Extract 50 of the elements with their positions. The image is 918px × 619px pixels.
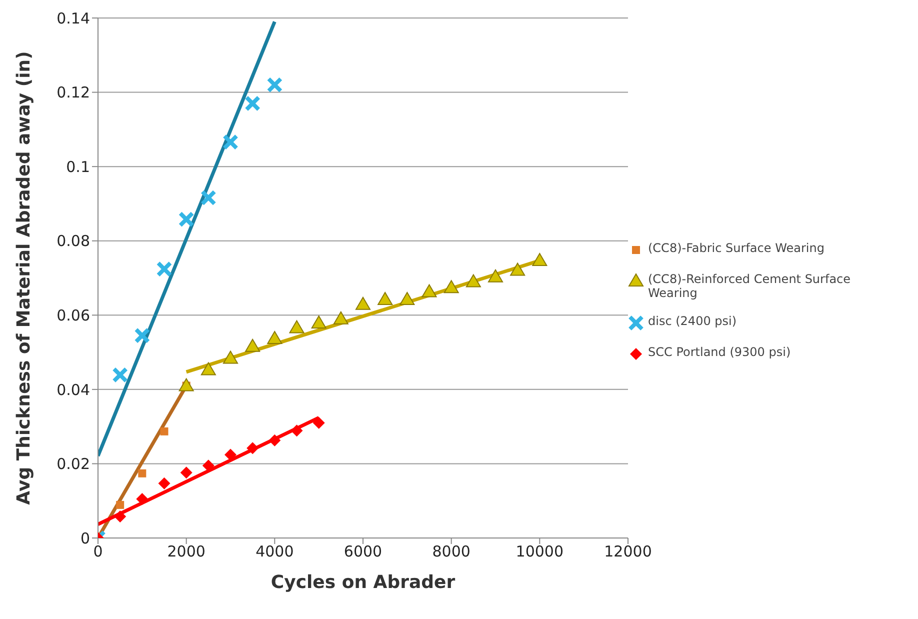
point [223,350,238,364]
point [444,280,459,294]
y-tick-label: 0.08 [56,232,90,250]
legend-label: disc (2400 psi) [648,314,737,330]
point [178,378,194,392]
y-tick-label: 0.1 [66,158,90,176]
point [138,469,146,478]
point [268,434,281,446]
y-tick-label: 0.02 [56,455,90,474]
x-axis-title: Cycles on Abrader [270,572,456,593]
y-tick-label: 0.14 [56,9,90,28]
y-tick-label: 0.04 [56,380,90,399]
point [160,427,168,436]
legend-label: (CC8)-Fabric Surface Wearing [648,240,824,256]
point [224,448,236,461]
point [158,477,170,490]
point [311,315,326,328]
point [400,292,415,306]
point [510,262,526,276]
point [200,362,216,376]
point [532,253,548,266]
x-tick-label: 10000 [516,542,564,561]
x-tick-label: 0 [93,542,103,561]
y-tick-label: 0.12 [56,84,90,102]
x-tick-label: 6000 [344,542,382,561]
point [466,274,481,288]
point [312,416,325,429]
point [116,500,124,509]
point [136,493,148,505]
x-tick-label: 8000 [432,542,470,561]
point [180,466,192,479]
x-tick-label: 4000 [256,542,294,561]
point [245,338,260,352]
point [378,292,393,306]
y-tick-label: 0.06 [56,306,90,324]
point [289,320,304,334]
point [290,424,303,437]
point [422,284,437,298]
point [333,311,348,324]
point [356,296,370,310]
point [267,331,282,344]
x-tick-label: 2000 [167,542,206,561]
legend-label: (CC8)-Reinforced Cement Surface Wearing [648,272,852,300]
x-tick-label: 12000 [604,542,652,561]
y-tick-label: 0 [80,529,90,548]
point [488,269,503,282]
point [246,442,259,454]
y-axis-title: Avg Thickness of Material Abraded away (in) [13,51,34,505]
legend-label: SCC Portland (9300 psi) [648,344,791,360]
point [114,510,126,522]
